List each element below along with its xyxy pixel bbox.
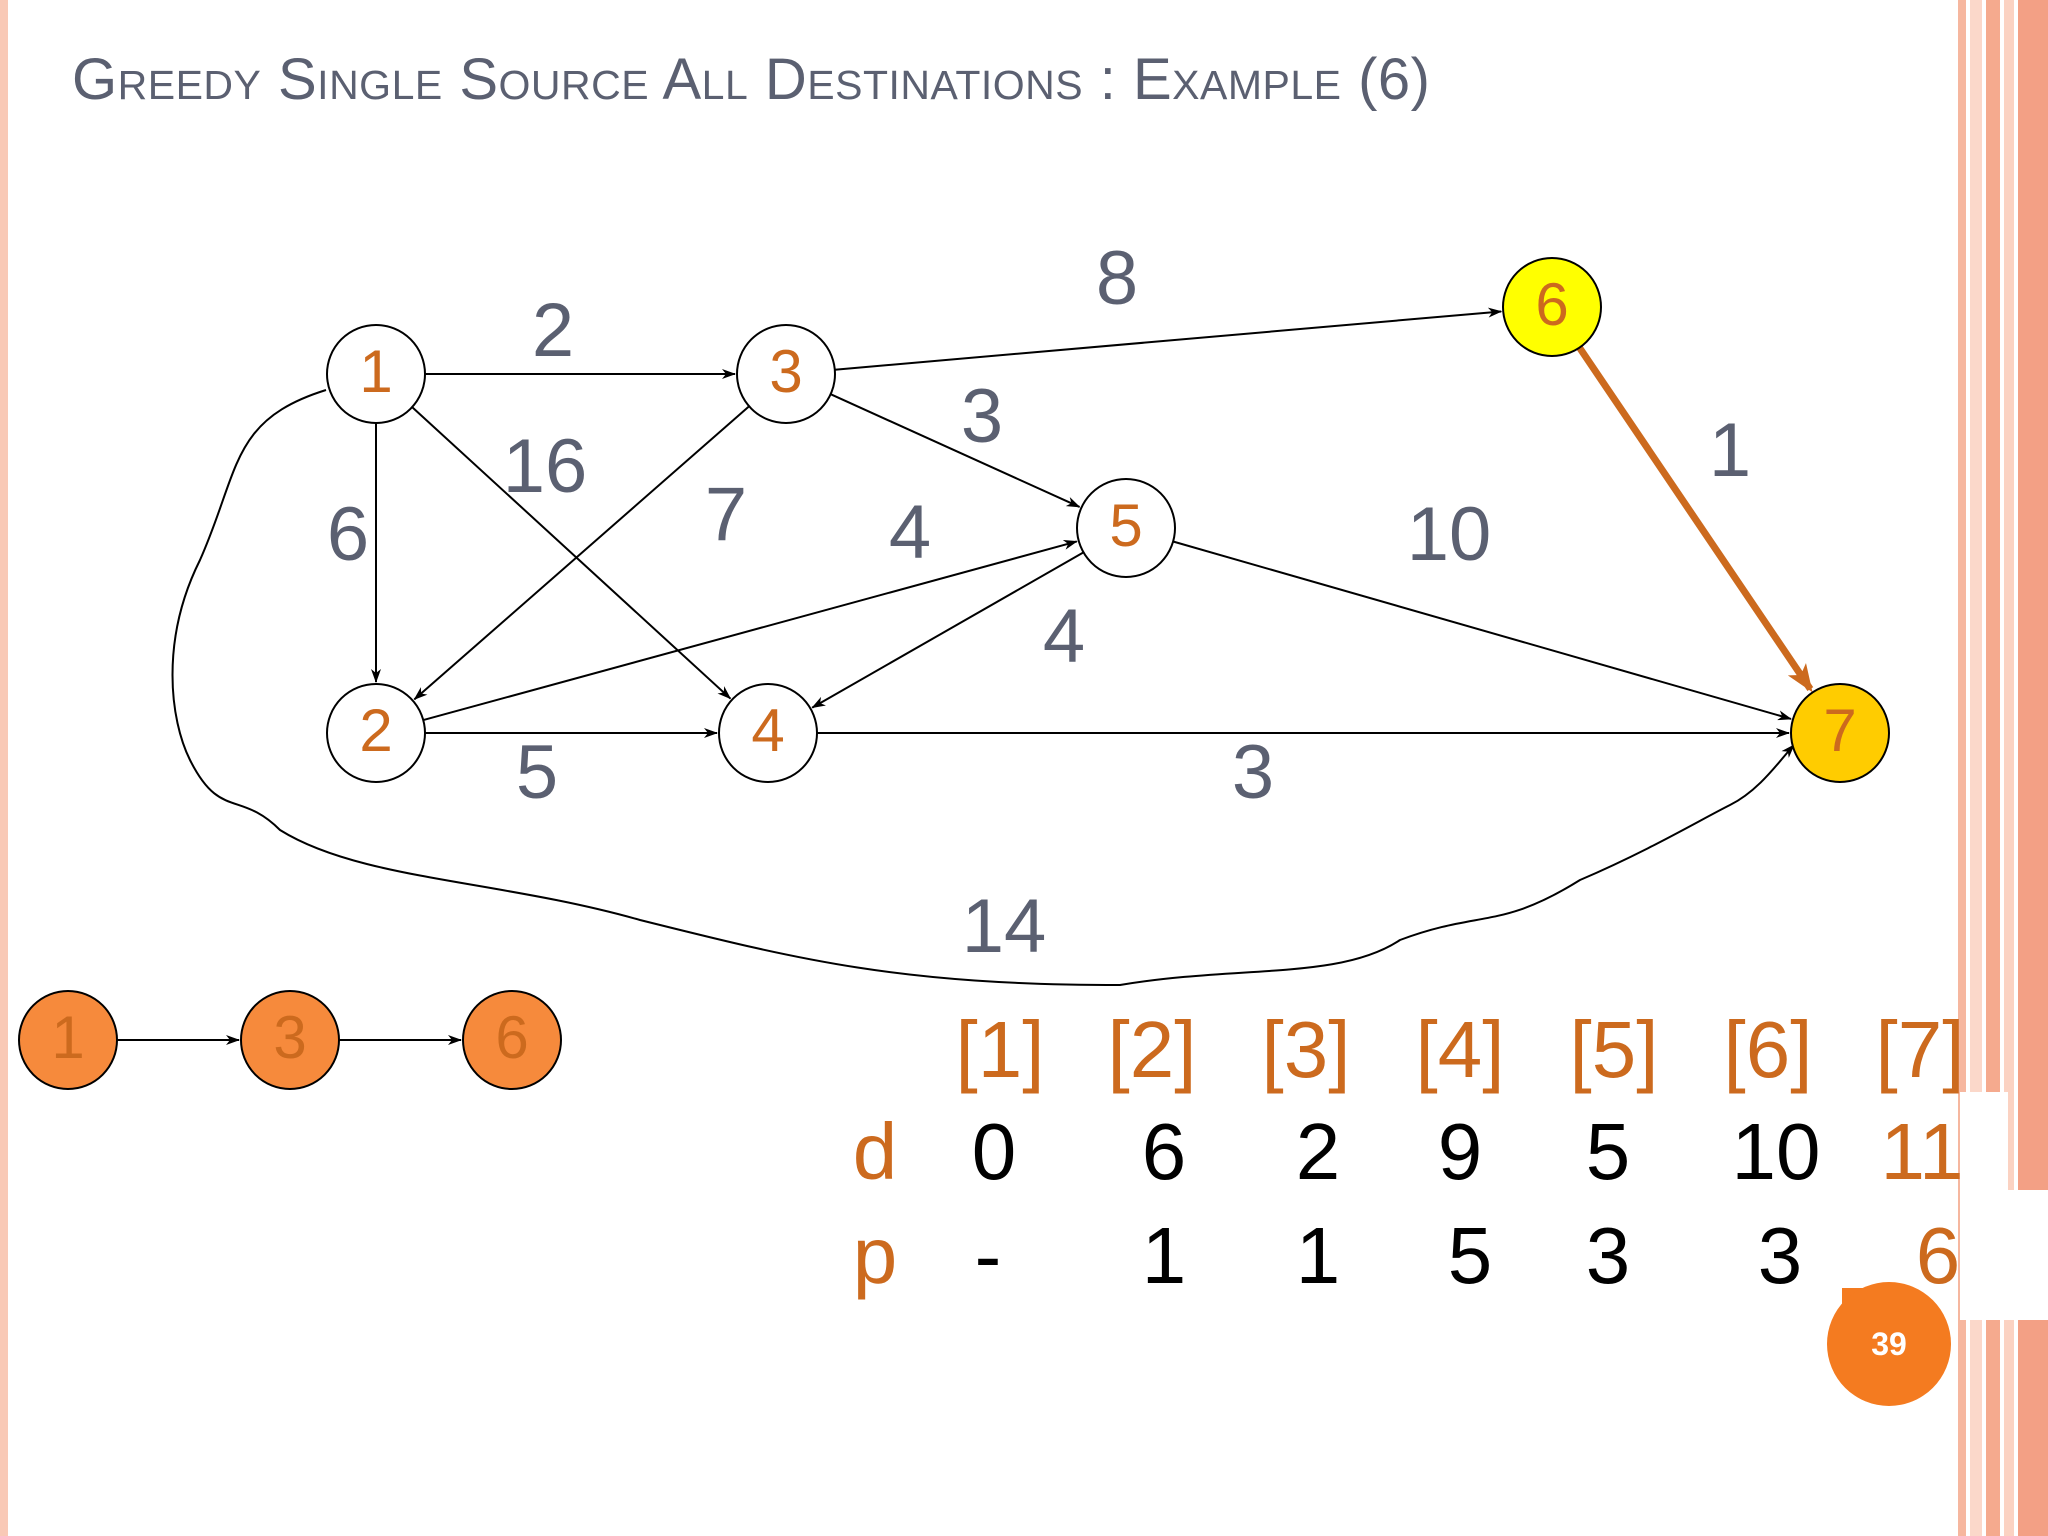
- edge-weight-label: 10: [1407, 492, 1492, 577]
- table-cell: 5: [1448, 1211, 1493, 1300]
- stripe-decoration: [2004, 0, 2014, 1536]
- edge-weight-label: 7: [705, 472, 747, 557]
- path-node-6: 6: [462, 990, 562, 1090]
- edge-weight-label: 3: [1232, 730, 1274, 815]
- edge-weight-label: 16: [503, 424, 588, 509]
- edge-weight-label: 8: [1096, 236, 1138, 321]
- node-label: 4: [751, 697, 784, 764]
- graph-node-1: 1: [326, 324, 426, 424]
- edge-1-7: [171, 389, 1795, 987]
- edge-weight-label: 6: [327, 492, 369, 577]
- edge-weight-label: 14: [962, 884, 1047, 969]
- node-label: 1: [359, 338, 392, 405]
- edge-3-6: [834, 307, 1503, 371]
- node-circle: [1076, 478, 1176, 578]
- table-column-header: [3]: [1262, 1005, 1351, 1094]
- table-row-label: p: [853, 1211, 898, 1300]
- stripe-decoration: [0, 0, 8, 1536]
- edge-weight-label: 1: [1709, 408, 1751, 493]
- slide-title: Greedy Single Source All Destinations : …: [72, 47, 1431, 112]
- edge-5-4: [811, 551, 1084, 709]
- edge-3-5: [830, 393, 1081, 508]
- path-node-1: 1: [18, 990, 118, 1090]
- table-cell: 11: [1880, 1107, 1963, 1196]
- node-label: 6: [1535, 271, 1568, 338]
- table-cell: 9: [1438, 1107, 1483, 1196]
- path-node-3: 3: [240, 990, 340, 1090]
- graph-node-6: 6: [1502, 257, 1602, 357]
- table-column-header: [2]: [1108, 1005, 1197, 1094]
- edge-weight-label: 4: [1043, 594, 1085, 679]
- graph-node-3: 3: [736, 324, 836, 424]
- graph-node-5: 5: [1076, 478, 1176, 578]
- edge-weight-label: 2: [532, 288, 574, 373]
- edge-weight-label: 5: [516, 730, 558, 815]
- table-cell: 10: [1732, 1107, 1821, 1196]
- node-circle: [326, 324, 426, 424]
- table-edge-mask: [1960, 1190, 2048, 1320]
- table-cell: 2: [1296, 1107, 1341, 1196]
- table-column-header: [5]: [1570, 1005, 1659, 1094]
- node-label: 7: [1823, 697, 1856, 764]
- node-label: 3: [769, 338, 802, 405]
- table-cell: 1: [1142, 1211, 1187, 1300]
- page-number-badge: 39: [1827, 1282, 1951, 1406]
- node-circle: [326, 683, 426, 783]
- table-cell: 6: [1916, 1211, 1961, 1300]
- node-circle: [1502, 257, 1602, 357]
- edge-5-7: [1172, 540, 1792, 721]
- edge-6-7-highlighted: [1576, 345, 1814, 693]
- node-label: 5: [1109, 492, 1142, 559]
- table-cell: 3: [1586, 1211, 1631, 1300]
- node-circle: [718, 683, 818, 783]
- table-column-header: [1]: [956, 1005, 1045, 1094]
- node-circle: [736, 324, 836, 424]
- table-edge-mask: [1960, 1092, 2008, 1192]
- node-circle: [1790, 683, 1890, 783]
- table-column-header: [4]: [1416, 1005, 1505, 1094]
- table-cell: 5: [1586, 1107, 1631, 1196]
- edge-3-2: [413, 405, 750, 701]
- path-node-label: 1: [51, 1004, 84, 1071]
- table-column-header: [7]: [1876, 1005, 1965, 1094]
- table-row-label: d: [853, 1107, 898, 1196]
- graph-node-4: 4: [718, 683, 818, 783]
- path-node-label: 3: [273, 1004, 306, 1071]
- path-node-circle: [462, 990, 562, 1090]
- table-cell: 0: [972, 1107, 1017, 1196]
- node-label: 2: [359, 697, 392, 764]
- table-cell: 3: [1758, 1211, 1803, 1300]
- table-cell: 6: [1142, 1107, 1187, 1196]
- edge-weight-label: 4: [889, 490, 931, 575]
- table-cell: 1: [1296, 1211, 1341, 1300]
- table-column-header: [6]: [1724, 1005, 1813, 1094]
- path-node-label: 6: [495, 1004, 528, 1071]
- edge-weight-label: 3: [961, 374, 1003, 459]
- graph-node-2: 2: [326, 683, 426, 783]
- edge-2-5: [423, 540, 1078, 722]
- table-cell: -: [975, 1211, 1002, 1300]
- graph-node-7: 7: [1790, 683, 1890, 783]
- stripe-decoration: [1958, 0, 1966, 1536]
